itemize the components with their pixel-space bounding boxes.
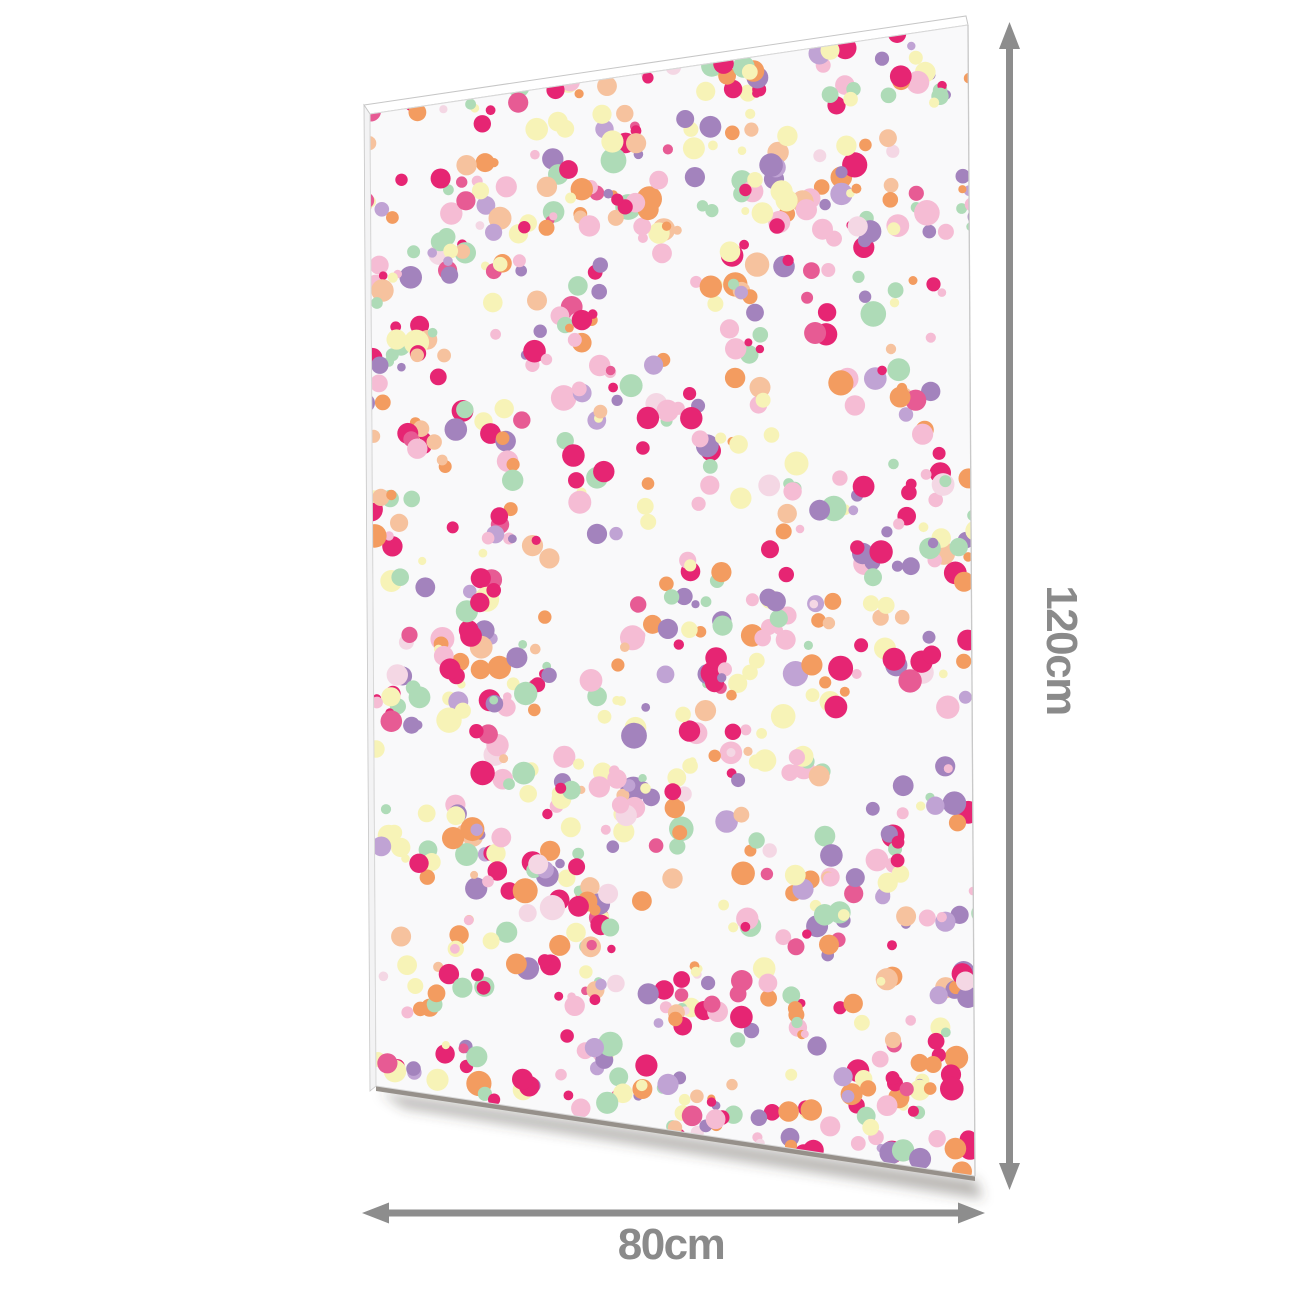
arrow-left-icon xyxy=(362,1202,389,1224)
panel-bottom-edge xyxy=(376,1086,975,1181)
arrow-right-icon xyxy=(958,1202,985,1224)
height-dimension-label: 120cm xyxy=(1037,585,1086,715)
arrow-down-icon xyxy=(999,1163,1020,1190)
panel-right-edge xyxy=(967,24,976,1177)
width-dimension-label: 80cm xyxy=(617,1220,726,1269)
arrow-up-icon xyxy=(999,22,1020,49)
width-dimension-arrow xyxy=(362,1202,985,1224)
panel-shadow xyxy=(380,1092,983,1199)
height-dimension-arrow xyxy=(999,22,1020,1190)
confetti-dots-pattern xyxy=(370,25,975,1176)
